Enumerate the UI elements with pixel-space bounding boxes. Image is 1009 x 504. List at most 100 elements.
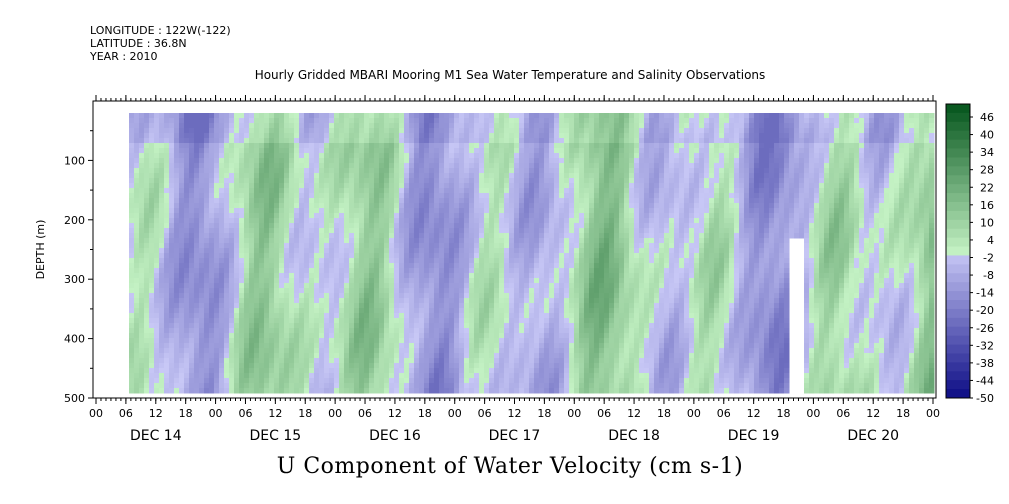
colorbar-band xyxy=(946,371,970,381)
colorbar-frame xyxy=(945,103,971,399)
y-axis-label: DEPTH (m) xyxy=(34,220,47,280)
colorbar-label: 40 xyxy=(980,129,994,142)
x-tick-label: 18 xyxy=(418,407,432,420)
x-tick-label: 12 xyxy=(627,407,641,420)
x-day-label: DEC 20 xyxy=(847,428,899,444)
colorbar-band xyxy=(946,148,970,158)
colorbar-band xyxy=(946,121,970,132)
colorbar-band xyxy=(946,139,970,149)
colorbar-band xyxy=(946,157,970,167)
colorbar-band xyxy=(946,264,970,274)
y-tick-label: 100 xyxy=(64,154,85,167)
x-day-label: DEC 14 xyxy=(130,428,182,444)
colorbar-band xyxy=(946,210,970,221)
x-day-label: DEC 18 xyxy=(608,428,660,444)
colorbar-label: -32 xyxy=(976,339,994,352)
year-label: YEAR : 2010 xyxy=(90,50,158,63)
x-tick-label: 18 xyxy=(896,407,910,420)
colorbar-label: -44 xyxy=(976,374,994,387)
x-tick-label: 12 xyxy=(388,407,402,420)
colorbar-label: -20 xyxy=(976,304,994,317)
colorbar-band xyxy=(946,193,970,203)
colorbar-label: 4 xyxy=(987,234,994,247)
colorbar-band xyxy=(946,166,970,176)
x-tick-label: 06 xyxy=(836,407,850,420)
colorbar-label: -2 xyxy=(983,252,994,265)
x-tick-label: 06 xyxy=(717,407,731,420)
x-tick-label: 00 xyxy=(926,407,940,420)
x-day-label: DEC 15 xyxy=(250,428,302,444)
colorbar-label: -8 xyxy=(983,269,994,282)
x-tick-label: 18 xyxy=(657,407,671,420)
x-tick-label: 00 xyxy=(567,407,581,420)
x-tick-label: 06 xyxy=(478,407,492,420)
x-day-label: DEC 19 xyxy=(728,428,780,444)
colorbar-band xyxy=(946,362,970,372)
colorbar-band xyxy=(946,291,970,301)
colorbar-label: -26 xyxy=(976,322,994,335)
x-tick-label: 00 xyxy=(209,407,223,420)
colorbar-band xyxy=(946,282,970,292)
x-tick-label: 18 xyxy=(298,407,312,420)
x-tick-label: 06 xyxy=(238,407,252,420)
location-metadata: LONGITUDE : 122W(-122) LATITUDE : 36.8N … xyxy=(90,24,231,63)
x-tick-label: 12 xyxy=(747,407,761,420)
colorbar-label: 34 xyxy=(980,146,994,159)
chart-title: Hourly Gridded MBARI Mooring M1 Sea Wate… xyxy=(254,68,766,82)
x-tick-label: 12 xyxy=(268,407,282,420)
colorbar-label: -14 xyxy=(976,287,994,300)
x-tick-label: 06 xyxy=(358,407,372,420)
colorbar-band xyxy=(946,175,970,185)
x-day-label: DEC 16 xyxy=(369,428,421,444)
y-tick-label: 500 xyxy=(64,392,85,405)
x-tick-label: 06 xyxy=(597,407,611,420)
colorbar-label: -50 xyxy=(976,392,994,405)
x-tick-label: 00 xyxy=(448,407,462,420)
colorbar-band xyxy=(946,308,970,319)
colorbar-band xyxy=(946,326,970,337)
colorbar-band xyxy=(946,246,970,256)
x-tick-label: 18 xyxy=(537,407,551,420)
colorbar-band xyxy=(946,202,970,212)
colorbar-band xyxy=(946,335,970,345)
y-tick-label: 400 xyxy=(64,333,85,346)
x-tick-label: 00 xyxy=(89,407,103,420)
x-tick-label: 18 xyxy=(777,407,791,420)
colorbar-label: -38 xyxy=(976,357,994,370)
colorbar-band xyxy=(946,237,970,247)
colorbar-band xyxy=(946,255,970,265)
x-tick-label: 00 xyxy=(687,407,701,420)
colorbar-band xyxy=(946,317,970,328)
x-tick-label: 12 xyxy=(149,407,163,420)
x-tick-label: 12 xyxy=(866,407,880,420)
longitude-label: LONGITUDE : 122W(-122) xyxy=(90,24,231,37)
colorbar-band xyxy=(946,273,970,283)
colorbar-band xyxy=(946,104,970,114)
colorbar-band xyxy=(946,380,970,390)
colorbar-band xyxy=(946,300,970,310)
colorbar-label: 22 xyxy=(980,181,994,194)
colorbar-band xyxy=(946,389,970,399)
colorbar-band xyxy=(946,184,970,194)
variable-title: U Component of Water Velocity (cm s-1) xyxy=(276,454,744,479)
heatmap-field xyxy=(129,113,935,394)
x-tick-label: 06 xyxy=(119,407,133,420)
colorbar-label: 10 xyxy=(980,216,994,229)
colorbar-band xyxy=(946,228,970,239)
colorbar-band xyxy=(946,130,970,141)
colorbar-band xyxy=(946,353,970,363)
x-tick-label: 00 xyxy=(806,407,820,420)
colorbar-label: 16 xyxy=(980,199,994,212)
colorbar-band xyxy=(946,219,970,230)
latitude-label: LATITUDE : 36.8N xyxy=(90,37,187,50)
x-tick-label: 12 xyxy=(508,407,522,420)
colorbar-label: 28 xyxy=(980,164,994,177)
x-tick-label: 18 xyxy=(179,407,193,420)
colorbar-band xyxy=(946,112,970,123)
x-tick-label: 00 xyxy=(328,407,342,420)
y-tick-label: 300 xyxy=(64,273,85,286)
colorbar-band xyxy=(946,344,970,354)
y-tick-label: 200 xyxy=(64,214,85,227)
colorbar-label: 46 xyxy=(980,111,994,124)
